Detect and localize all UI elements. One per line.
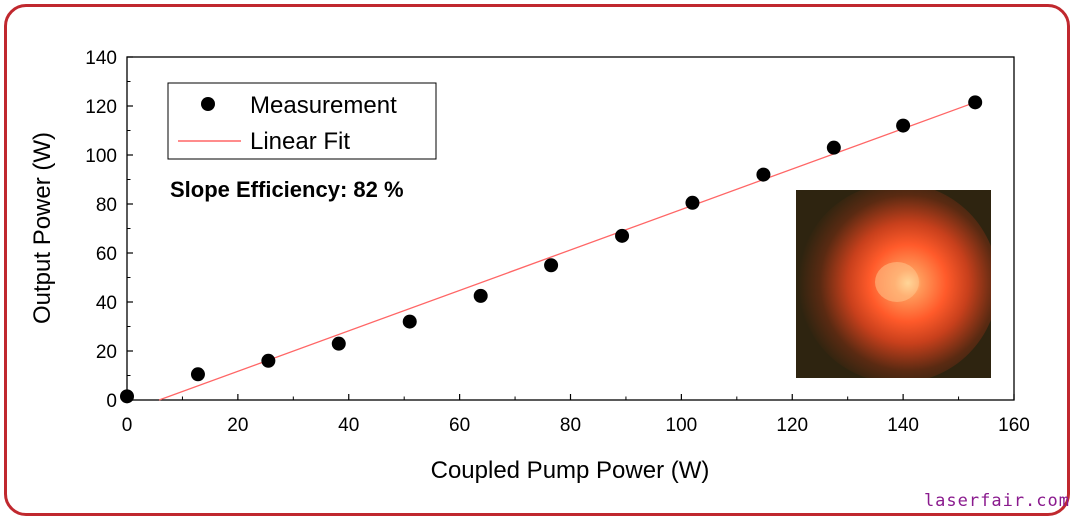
x-tick-label-140: 140 (887, 415, 919, 436)
data-point-11 (896, 118, 911, 133)
data-point-10 (826, 140, 841, 155)
data-point-8 (685, 195, 700, 210)
x-tick-label-80: 80 (560, 415, 581, 436)
x-tick-label-160: 160 (998, 415, 1030, 436)
data-point-6 (544, 258, 559, 273)
legend-box (167, 82, 437, 160)
data-point-12 (968, 95, 983, 110)
y-tick-label-20: 20 (96, 342, 117, 363)
data-point-4 (402, 314, 417, 329)
legend-marker-measurement (201, 97, 215, 111)
data-point-9 (756, 167, 771, 182)
data-point-3 (331, 336, 346, 351)
legend-label-measurement: Measurement (250, 92, 397, 119)
x-axis-label: Coupled Pump Power (W) (431, 457, 710, 484)
legend-label-linear-fit: Linear Fit (250, 128, 350, 155)
measurement-points (120, 95, 983, 404)
x-tick-label-100: 100 (666, 415, 698, 436)
x-axis: 0 20 40 60 80 100 120 140 160 (122, 394, 1030, 436)
y-tick-label-40: 40 (96, 293, 117, 314)
x-tick-label-60: 60 (449, 415, 470, 436)
data-point-5 (473, 288, 488, 303)
slope-annotation: Slope Efficiency: 82 % (170, 177, 404, 202)
y-tick-label-80: 80 (96, 195, 117, 216)
y-axis-label: Output Power (W) (29, 132, 56, 324)
legend: Measurement Linear Fit (167, 82, 437, 160)
data-point-0 (120, 389, 134, 404)
x-tick-label-40: 40 (338, 415, 359, 436)
watermark-text: laserfair.com (923, 491, 1070, 511)
laser-beam-spot-image (796, 190, 991, 378)
x-tick-label-0: 0 (122, 415, 133, 436)
data-point-1 (190, 367, 205, 382)
y-tick-label-0: 0 (106, 391, 117, 412)
y-tick-label-60: 60 (96, 244, 117, 265)
data-point-7 (615, 228, 630, 243)
y-axis: 0 20 40 60 80 100 120 140 (85, 48, 133, 412)
x-tick-label-20: 20 (227, 415, 248, 436)
y-tick-label-100: 100 (85, 146, 117, 167)
y-tick-label-140: 140 (85, 48, 117, 69)
x-tick-label-120: 120 (776, 415, 808, 436)
y-tick-label-120: 120 (85, 97, 117, 118)
data-point-2 (261, 353, 276, 368)
